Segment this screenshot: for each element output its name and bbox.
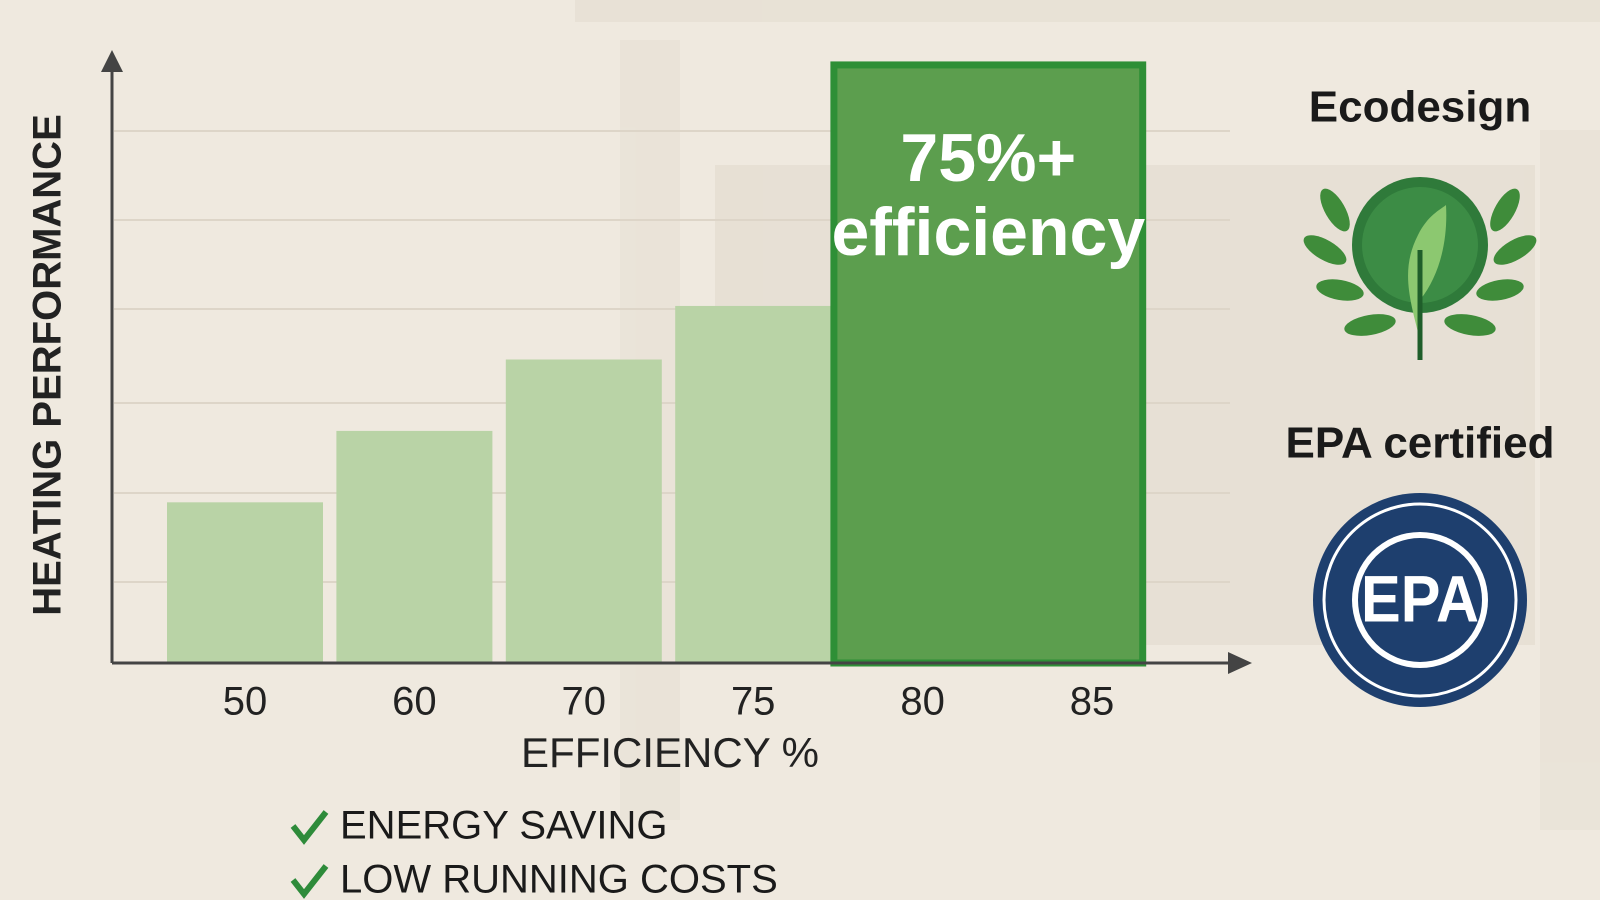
badge-title: Ecodesign [1309,83,1532,132]
feature: LOW RUNNING COSTS [340,858,778,900]
badge-title: EPA certified [1286,419,1555,468]
x-tick-label: 70 [562,680,607,724]
ecodesign-icon [1303,177,1537,360]
epa-seal-text: EPA [1361,561,1479,635]
check-icon [290,864,329,899]
bar [167,502,323,663]
feature: ENERGY SAVING [340,804,668,848]
bar-annotation: efficiency [831,194,1145,270]
bar-annotation: 75%+ [900,120,1076,196]
x-tick-label: 85 [1070,680,1115,724]
check-icon [290,810,329,845]
x-axis-label: EFFICIENCY % [521,729,819,776]
x-tick-label: 80 [900,680,945,724]
bar [336,430,493,663]
x-tick-label: 75 [731,680,776,724]
bar [505,359,662,663]
bar [830,61,1147,667]
x-tick-label: 60 [392,680,437,724]
bar [675,305,832,663]
epa-seal [1313,493,1527,707]
x-tick-label: 50 [223,680,268,724]
y-axis-label: HEATING PERFORMANCE [26,114,70,615]
axes [101,50,1252,674]
